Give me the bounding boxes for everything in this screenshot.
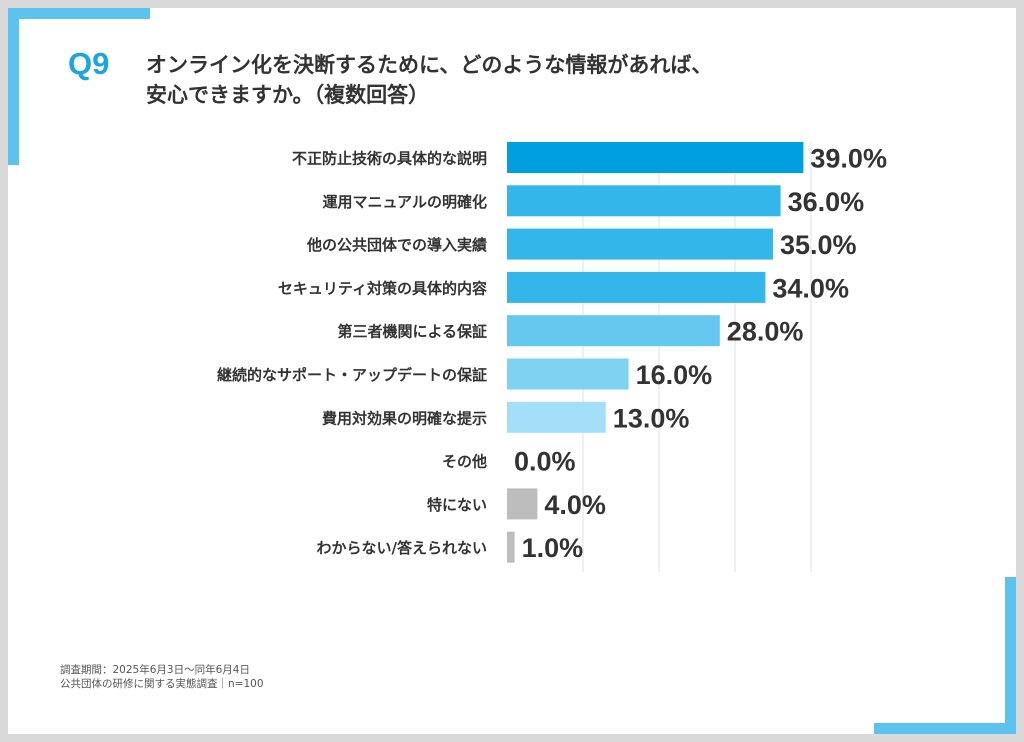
survey-source: 公共団体の研修に関する実態調査｜n=100 (60, 678, 264, 690)
footnote: 調査期間：2025年6月3日～同年6月4日 公共団体の研修に関する実態調査｜n=… (60, 663, 264, 691)
bar (507, 142, 804, 173)
category-label: 第三者機関による保証 (337, 323, 487, 341)
value-label: 28.0% (727, 317, 804, 347)
category-label: 不正防止技術の具体的な説明 (292, 150, 487, 168)
value-label: 36.0% (788, 187, 865, 217)
bar (507, 401, 606, 433)
category-label: 費用対効果の明確な提示 (322, 409, 487, 427)
corner-accent-bottom-right (874, 723, 1016, 734)
survey-period: 調査期間：2025年6月3日～同年6月4日 (60, 664, 250, 676)
value-label: 39.0% (810, 144, 887, 174)
category-label: 運用マニュアルの明確化 (322, 193, 487, 211)
value-label: 1.0% (522, 533, 584, 563)
category-label: 他の公共団体での導入実績 (306, 236, 487, 254)
category-label: 特にない (427, 496, 487, 514)
value-label: 34.0% (772, 273, 849, 303)
question-number: Q9 (68, 46, 110, 81)
bar (507, 531, 515, 563)
question-line-1: オンライン化を決断するために、どのような情報があれば、 (146, 53, 713, 77)
bar (507, 271, 766, 303)
corner-accent-top-left (8, 8, 150, 19)
bar (507, 358, 629, 390)
value-label: 13.0% (613, 403, 690, 433)
bar (507, 488, 538, 520)
question-line-2: 安心できますか。（複数回答） (146, 83, 430, 107)
category-label: わからない/答えられない (317, 539, 487, 557)
bar (507, 185, 781, 217)
value-label: 0.0% (514, 447, 576, 477)
value-label: 4.0% (544, 490, 606, 520)
bar (507, 228, 773, 260)
category-label: 継続的なサポート・アップデートの保証 (217, 366, 487, 384)
category-label: その他 (442, 453, 487, 471)
bar (507, 315, 720, 347)
corner-accent-top-left-vertical (8, 8, 19, 165)
category-label: セキュリティ対策の具体的内容 (278, 279, 487, 297)
value-label: 35.0% (780, 230, 857, 260)
value-label: 16.0% (636, 360, 713, 390)
corner-accent-bottom-right-vertical (1005, 577, 1016, 734)
question-title: オンライン化を決断するために、どのような情報があれば、 安心できますか。（複数回… (146, 50, 926, 110)
